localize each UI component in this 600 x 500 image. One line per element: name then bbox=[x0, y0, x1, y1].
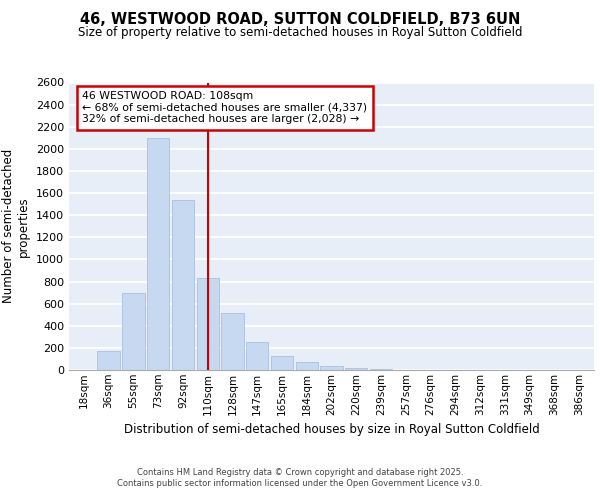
Text: Contains HM Land Registry data © Crown copyright and database right 2025.
Contai: Contains HM Land Registry data © Crown c… bbox=[118, 468, 482, 487]
Bar bbox=[271, 356, 293, 370]
Text: 46, WESTWOOD ROAD, SUTTON COLDFIELD, B73 6UN: 46, WESTWOOD ROAD, SUTTON COLDFIELD, B73… bbox=[80, 12, 520, 28]
Bar bbox=[147, 138, 169, 370]
Bar bbox=[296, 362, 318, 370]
Bar bbox=[122, 292, 145, 370]
Bar bbox=[197, 278, 219, 370]
Text: 46 WESTWOOD ROAD: 108sqm
← 68% of semi-detached houses are smaller (4,337)
32% o: 46 WESTWOOD ROAD: 108sqm ← 68% of semi-d… bbox=[82, 91, 367, 124]
Bar bbox=[221, 312, 244, 370]
Text: Size of property relative to semi-detached houses in Royal Sutton Coldfield: Size of property relative to semi-detach… bbox=[78, 26, 522, 39]
Bar bbox=[97, 351, 120, 370]
Bar bbox=[246, 342, 268, 370]
Bar bbox=[172, 200, 194, 370]
X-axis label: Distribution of semi-detached houses by size in Royal Sutton Coldfield: Distribution of semi-detached houses by … bbox=[124, 423, 539, 436]
Y-axis label: Number of semi-detached
properties: Number of semi-detached properties bbox=[2, 149, 31, 304]
Bar bbox=[345, 368, 367, 370]
Bar bbox=[320, 366, 343, 370]
